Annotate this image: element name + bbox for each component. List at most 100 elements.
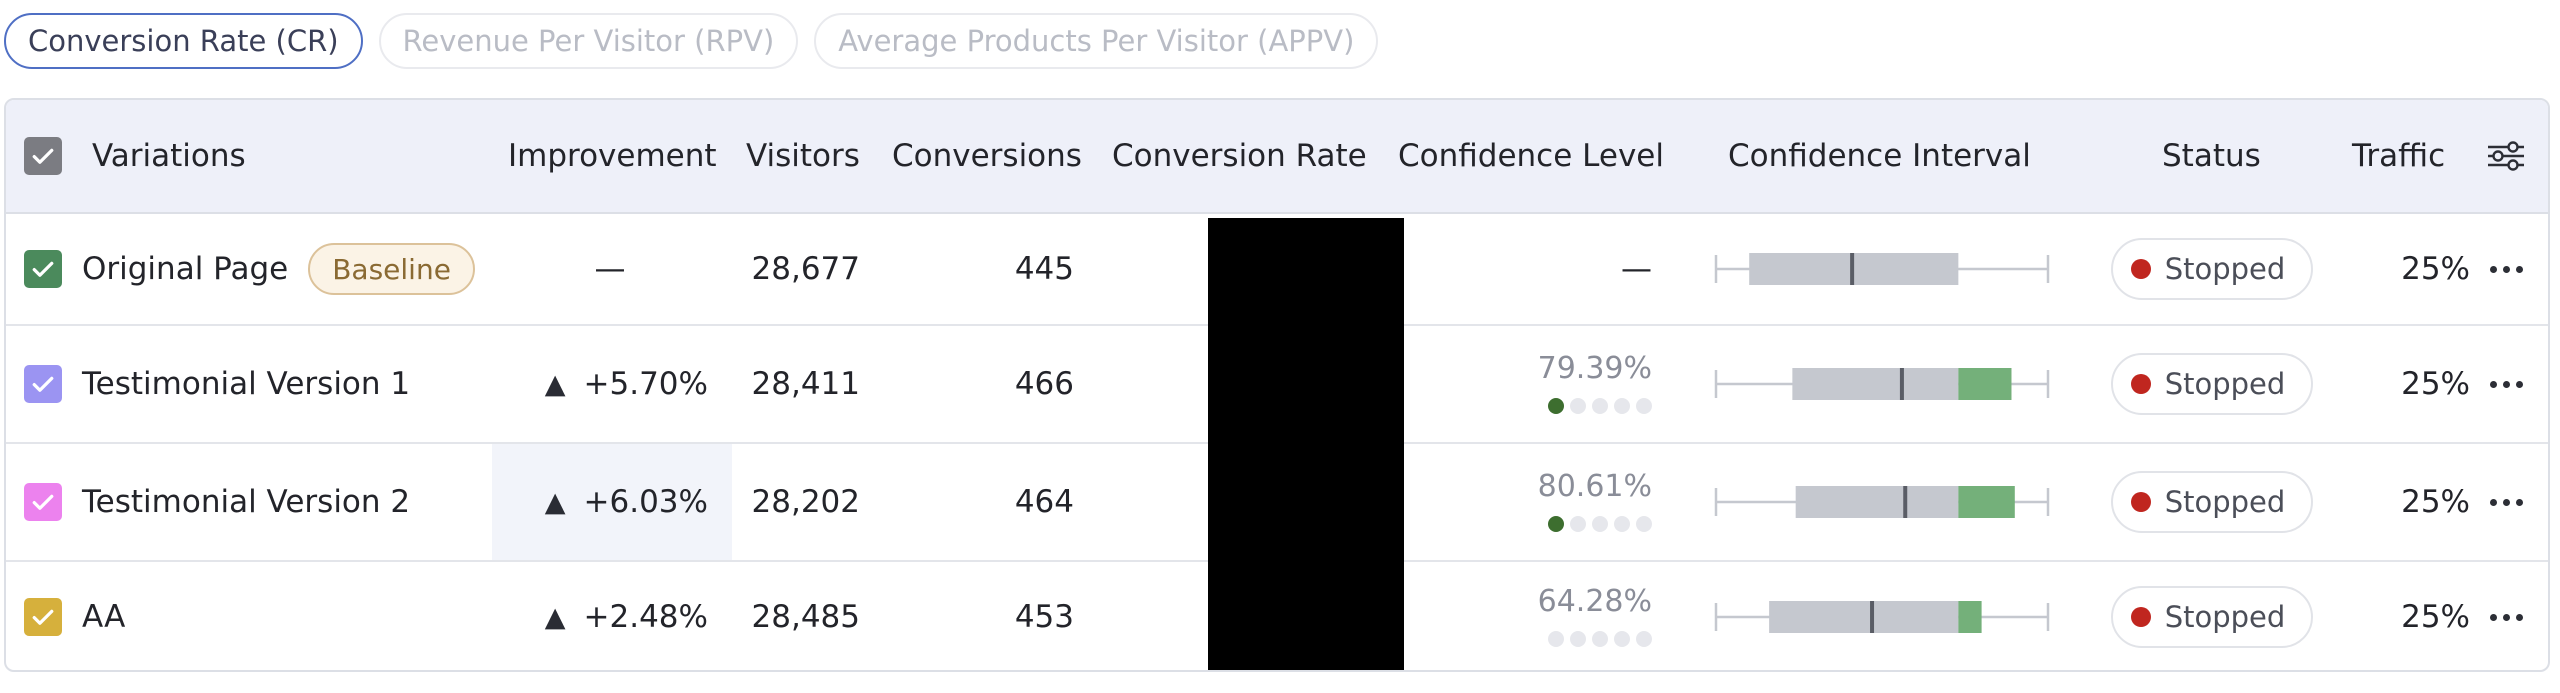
variation-name-cell: Testimonial Version 1 xyxy=(82,326,410,442)
header-confidence-level[interactable]: Confidence Level xyxy=(1398,138,1664,174)
header-visitors[interactable]: Visitors xyxy=(746,138,860,174)
ci-improvement-segment xyxy=(1958,486,2015,518)
improvement-hover-highlight xyxy=(492,444,732,560)
row-checkbox[interactable] xyxy=(24,214,62,324)
confidence-dot xyxy=(1548,398,1564,414)
column-settings-button[interactable] xyxy=(2486,100,2526,212)
variation-name-cell: AA xyxy=(82,562,126,670)
status-badge[interactable]: Stopped xyxy=(2110,586,2314,648)
confidence-dot xyxy=(1614,398,1630,414)
table-row: AA ▲ +2.48% 28,485 453 64.28% Stopped 25% xyxy=(6,562,2548,670)
confidence-interval-chart xyxy=(1712,214,2052,324)
trend-up-icon: ▲ xyxy=(544,368,566,400)
improvement-cell: ▲ +6.03% xyxy=(492,444,708,560)
checkbox-icon xyxy=(24,137,62,175)
confidence-dot xyxy=(1548,516,1564,532)
checkbox-icon xyxy=(24,365,62,403)
header-conversion-rate[interactable]: Conversion Rate xyxy=(1112,138,1367,174)
confidence-level-cell: 64.28% xyxy=(1426,562,1652,670)
status-label: Stopped xyxy=(2164,367,2286,401)
confidence-dot xyxy=(1614,516,1630,532)
ci-box xyxy=(1792,368,1959,400)
confidence-dot xyxy=(1570,516,1586,532)
trend-up-icon: ▲ xyxy=(544,601,566,633)
confidence-value: 80.61% xyxy=(1537,469,1652,504)
confidence-dots xyxy=(1548,398,1652,414)
status-stopped-icon xyxy=(2130,259,2151,279)
variation-name[interactable]: AA xyxy=(82,599,126,635)
status-badge[interactable]: Stopped xyxy=(2110,471,2314,533)
confidence-dot xyxy=(1614,631,1630,647)
status-stopped-icon xyxy=(2130,374,2151,394)
variation-name-cell: Testimonial Version 2 xyxy=(82,444,410,560)
conversions-value: 464 xyxy=(1014,484,1074,520)
confidence-value: 64.28% xyxy=(1537,584,1652,619)
select-all-checkbox[interactable] xyxy=(24,100,62,212)
ci-improvement-segment xyxy=(1958,368,2012,400)
header-variations[interactable]: Variations xyxy=(92,138,246,174)
tab-revenue-per-visitor[interactable]: Revenue Per Visitor (RPV) xyxy=(378,13,799,69)
row-checkbox[interactable] xyxy=(24,444,62,560)
ci-box xyxy=(1769,601,1959,633)
more-horizontal-icon xyxy=(2490,380,2523,388)
confidence-dot xyxy=(1570,631,1586,647)
ci-box xyxy=(1795,486,1959,518)
status-label: Stopped xyxy=(2164,252,2286,286)
row-checkbox[interactable] xyxy=(24,326,62,442)
row-actions-button[interactable] xyxy=(2490,326,2523,442)
header-conversions[interactable]: Conversions xyxy=(892,138,1082,174)
status-stopped-icon xyxy=(2130,607,2151,627)
improvement-cell: — xyxy=(492,214,708,324)
traffic-value: 25% xyxy=(2401,599,2470,635)
tab-conversion-rate[interactable]: Conversion Rate (CR) xyxy=(4,13,363,69)
row-checkbox[interactable] xyxy=(24,562,62,670)
improvement-cell: ▲ +2.48% xyxy=(492,562,708,670)
confidence-interval-chart xyxy=(1712,444,2052,560)
row-actions-button[interactable] xyxy=(2490,562,2523,670)
trend-up-icon: ▲ xyxy=(544,486,566,518)
row-actions-button[interactable] xyxy=(2490,214,2523,324)
conversions-value: 466 xyxy=(1014,366,1074,402)
visitors-value: 28,202 xyxy=(751,484,860,520)
improvement-value: +2.48% xyxy=(583,599,708,635)
status-label: Stopped xyxy=(2164,600,2286,634)
status-cell: Stopped xyxy=(2110,326,2314,442)
status-badge[interactable]: Stopped xyxy=(2110,238,2314,300)
checkbox-icon xyxy=(24,598,62,636)
confidence-dot xyxy=(1636,398,1652,414)
confidence-dot xyxy=(1570,398,1586,414)
variations-table: Variations Improvement Visitors Conversi… xyxy=(4,98,2550,672)
confidence-dots xyxy=(1548,631,1652,647)
header-traffic[interactable]: Traffic xyxy=(2352,138,2446,174)
improvement-value: — xyxy=(594,251,626,287)
conversions-value: 445 xyxy=(1014,251,1074,287)
variation-name[interactable]: Testimonial Version 2 xyxy=(82,484,411,520)
checkbox-icon xyxy=(24,250,62,288)
visitors-value: 28,677 xyxy=(751,251,860,287)
header-confidence-interval[interactable]: Confidence Interval xyxy=(1728,138,2031,174)
confidence-interval-chart xyxy=(1712,326,2052,442)
improvement-value: +6.03% xyxy=(583,484,708,520)
confidence-dot xyxy=(1636,631,1652,647)
table-header: Variations Improvement Visitors Conversi… xyxy=(6,100,2548,214)
confidence-level-cell: — xyxy=(1426,214,1652,324)
confidence-value: 79.39% xyxy=(1537,351,1652,386)
status-badge[interactable]: Stopped xyxy=(2110,353,2314,415)
header-status[interactable]: Status xyxy=(2162,138,2261,174)
sliders-icon xyxy=(2488,141,2524,171)
tab-average-products-per-visitor[interactable]: Average Products Per Visitor (APPV) xyxy=(814,13,1379,69)
ci-improvement-segment xyxy=(1958,601,1982,633)
confidence-value: — xyxy=(1621,250,1652,287)
status-cell: Stopped xyxy=(2110,214,2314,324)
header-improvement[interactable]: Improvement xyxy=(508,138,717,174)
improvement-cell: ▲ +5.70% xyxy=(492,326,708,442)
confidence-interval-chart xyxy=(1712,562,2052,670)
variation-name[interactable]: Original Page xyxy=(82,251,289,287)
variation-name[interactable]: Testimonial Version 1 xyxy=(82,366,411,402)
more-horizontal-icon xyxy=(2490,498,2523,506)
traffic-value: 25% xyxy=(2401,251,2470,287)
more-horizontal-icon xyxy=(2490,265,2523,273)
confidence-dot xyxy=(1592,631,1608,647)
status-stopped-icon xyxy=(2130,492,2151,512)
row-actions-button[interactable] xyxy=(2490,444,2523,560)
